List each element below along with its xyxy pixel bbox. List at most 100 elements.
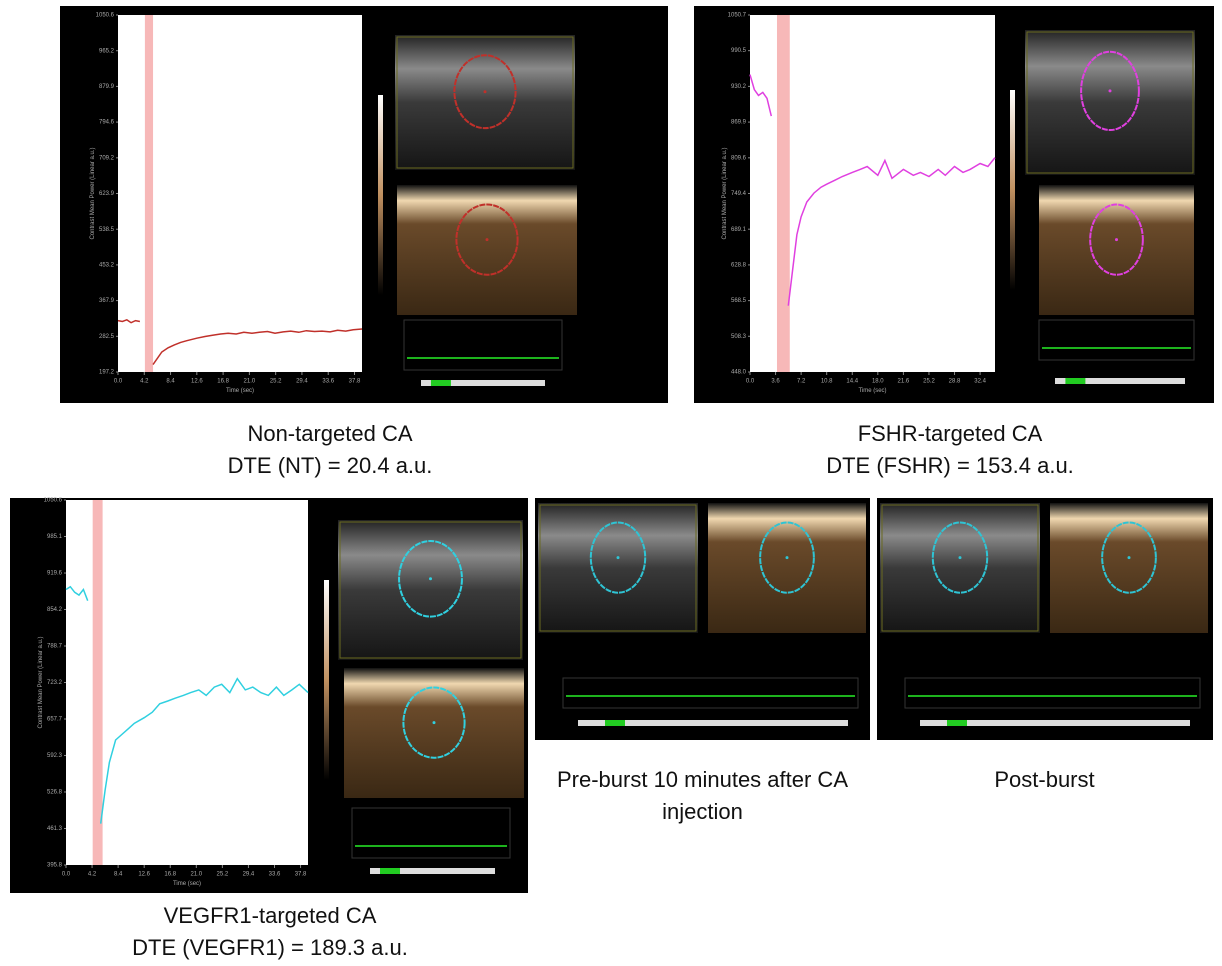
- x-tick-label: 4.2: [140, 379, 149, 385]
- x-tick-label: 28.8: [949, 379, 961, 385]
- y-tick-label: 794.6: [99, 120, 115, 126]
- x-tick-label: 16.8: [164, 872, 176, 878]
- y-tick-label: 879.9: [99, 84, 115, 90]
- y-tick-label: 919.6: [47, 571, 63, 577]
- x-axis-label: Time (sec): [173, 881, 201, 887]
- roi-center: [429, 577, 432, 580]
- x-tick-label: 0.0: [114, 379, 123, 385]
- y-tick-label: 709.2: [99, 155, 115, 161]
- y-tick-label: 1050.6: [96, 13, 115, 19]
- x-axis-label: Time (sec): [858, 388, 886, 394]
- x-tick-label: 12.6: [191, 379, 203, 385]
- y-tick-label: 1050.7: [728, 13, 747, 19]
- y-tick-label: 854.2: [47, 607, 63, 613]
- y-axis-label: Contrast Mean Power (Linear a.u.): [90, 147, 96, 239]
- roi-center: [484, 90, 487, 93]
- x-tick-label: 4.2: [88, 872, 97, 878]
- color-bar: [324, 580, 329, 780]
- bmode-image: [1025, 30, 1195, 175]
- caption: Non-targeted CA: [180, 418, 480, 450]
- x-tick-label: 7.2: [797, 379, 806, 385]
- y-tick-label: 965.2: [99, 48, 115, 54]
- y-tick-label: 930.2: [731, 84, 747, 90]
- y-tick-label: 592.3: [47, 753, 63, 759]
- y-axis-label: Contrast Mean Power (Linear a.u.): [38, 636, 44, 728]
- roi-center: [959, 556, 962, 559]
- y-tick-label: 657.7: [47, 717, 63, 723]
- subcaption: DTE (VEGFR1) = 189.3 a.u.: [120, 932, 420, 964]
- roi-center: [1115, 238, 1118, 241]
- y-tick-label: 1050.6: [44, 498, 63, 504]
- color-bar: [1010, 90, 1015, 290]
- y-tick-label: 628.8: [731, 262, 747, 268]
- x-tick-label: 21.0: [190, 872, 202, 878]
- x-tick-label: 29.4: [296, 379, 308, 385]
- y-tick-label: 282.5: [99, 334, 115, 340]
- y-tick-label: 788.7: [47, 644, 63, 650]
- x-tick-label: 16.8: [217, 379, 229, 385]
- x-tick-label: 12.6: [138, 872, 150, 878]
- x-tick-label: 25.2: [270, 379, 282, 385]
- burst-band: [93, 500, 103, 865]
- x-tick-label: 25.2: [923, 379, 935, 385]
- roi-center: [433, 721, 436, 724]
- x-tick-label: 21.0: [244, 379, 256, 385]
- figure: {"chart_data": [ {"type": "line", "capti…: [0, 0, 1222, 966]
- scroll-knob: [605, 720, 625, 726]
- y-tick-label: 749.4: [731, 191, 747, 197]
- x-tick-label: 25.2: [217, 872, 229, 878]
- scroll-knob: [1065, 378, 1085, 384]
- page: body { margin: 0; width: 1222px; height:…: [0, 0, 1222, 966]
- subcaption: DTE (FSHR) = 153.4 a.u.: [800, 450, 1100, 482]
- panel-caption: Pre-burst 10 minutes after CA injection: [540, 764, 865, 828]
- x-tick-label: 33.6: [322, 379, 334, 385]
- y-tick-label: 367.9: [99, 298, 115, 304]
- x-tick-label: 8.4: [166, 379, 175, 385]
- x-tick-label: 37.8: [295, 872, 307, 878]
- y-tick-label: 453.2: [99, 262, 115, 268]
- caption: FSHR-targeted CA: [800, 418, 1100, 450]
- subcaption: DTE (NT) = 20.4 a.u.: [180, 450, 480, 482]
- panel-caption: Post-burst: [882, 764, 1207, 796]
- caption: VEGFR1-targeted CA: [120, 900, 420, 932]
- x-tick-label: 37.8: [349, 379, 361, 385]
- x-tick-label: 32.4: [974, 379, 986, 385]
- y-axis-label: Contrast Mean Power (Linear a.u.): [722, 147, 728, 239]
- roi-center: [1128, 556, 1131, 559]
- color-bar: [378, 95, 383, 295]
- x-tick-label: 3.6: [771, 379, 780, 385]
- x-tick-label: 0.0: [746, 379, 755, 385]
- scroll-knob: [947, 720, 967, 726]
- y-tick-label: 461.3: [47, 826, 63, 832]
- y-tick-label: 508.3: [731, 334, 747, 340]
- roi-center: [486, 238, 489, 241]
- x-tick-label: 0.0: [62, 872, 71, 878]
- burst-band: [777, 15, 790, 372]
- roi-center: [1109, 89, 1112, 92]
- y-tick-label: 568.5: [731, 298, 747, 304]
- x-tick-label: 29.4: [243, 872, 255, 878]
- y-tick-label: 197.2: [99, 370, 115, 376]
- y-tick-label: 689.1: [731, 227, 747, 233]
- x-tick-label: 10.8: [821, 379, 833, 385]
- scroll-knob: [431, 380, 451, 386]
- scroll-knob: [380, 868, 400, 874]
- y-tick-label: 990.5: [731, 48, 747, 54]
- y-tick-label: 723.2: [47, 680, 63, 686]
- burst-band: [145, 15, 153, 372]
- y-tick-label: 395.8: [47, 863, 63, 869]
- y-tick-label: 448.0: [731, 370, 747, 376]
- contrast-image: [708, 503, 866, 633]
- roi-center: [617, 556, 620, 559]
- y-tick-label: 809.6: [731, 155, 747, 161]
- y-tick-label: 538.5: [99, 227, 115, 233]
- y-tick-label: 985.1: [47, 534, 63, 540]
- x-tick-label: 21.6: [898, 379, 910, 385]
- x-tick-label: 8.4: [114, 872, 123, 878]
- contrast-image: [1050, 503, 1208, 633]
- y-tick-label: 526.8: [47, 790, 63, 796]
- x-axis-label: Time (sec): [226, 388, 254, 394]
- x-tick-label: 18.0: [872, 379, 884, 385]
- x-tick-label: 33.6: [269, 872, 281, 878]
- x-tick-label: 14.4: [846, 379, 858, 385]
